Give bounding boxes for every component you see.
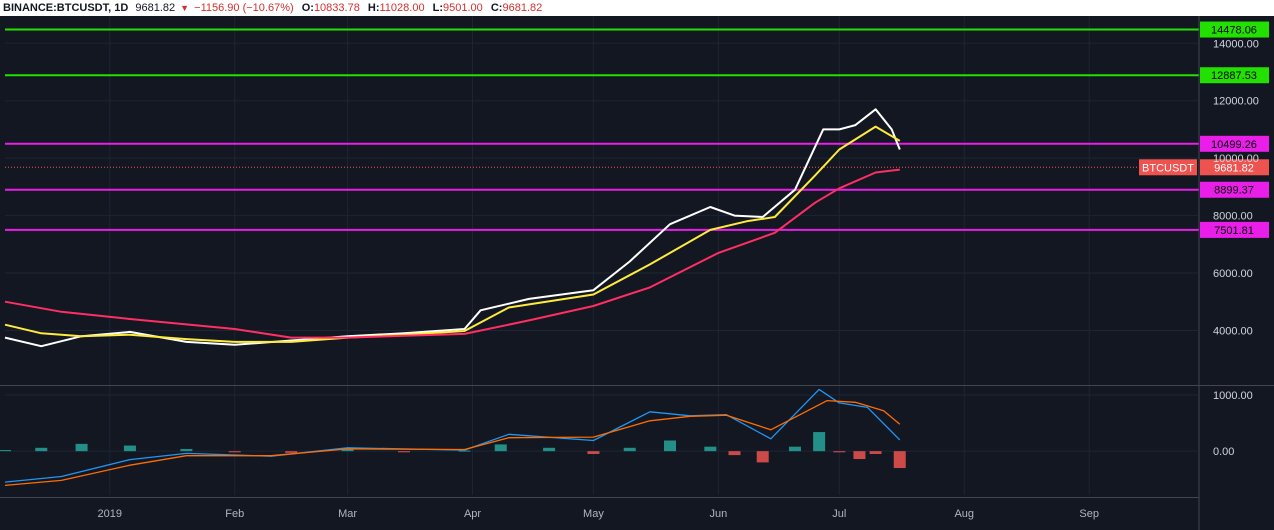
high-label: H: xyxy=(367,2,380,14)
x-tick-label: Apr xyxy=(464,508,481,520)
histogram-bar xyxy=(833,451,846,453)
histogram-bar xyxy=(853,451,866,460)
price-series-line[interactable] xyxy=(4,168,900,339)
low-label: L: xyxy=(432,2,444,14)
histogram-bar xyxy=(893,451,906,469)
histogram-bar xyxy=(664,440,677,452)
histogram-bar xyxy=(0,450,11,452)
axes: 2019 Feb Mar Apr May Jun Jul Aug Sep 14000.00 1200… xyxy=(0,16,1274,530)
grid xyxy=(5,16,1198,495)
histogram-bar xyxy=(704,446,717,452)
histogram-bar xyxy=(623,447,636,452)
level-price-tag xyxy=(1200,221,1269,238)
level-price-label: 12887.53 xyxy=(1211,70,1257,82)
y-tick-label: 6000.00 xyxy=(1213,268,1253,280)
histogram-bar xyxy=(285,451,298,453)
low-value: 9501.00 xyxy=(443,2,483,14)
level-price-label: 10499.26 xyxy=(1211,139,1257,151)
symbol-name[interactable]: BINANCE:BTCUSDT, 1D xyxy=(3,2,129,14)
histogram-bar xyxy=(494,444,507,452)
x-tick-label: 2019 xyxy=(98,508,122,520)
histogram-bar xyxy=(341,449,354,452)
high-value: 11028.00 xyxy=(379,2,425,14)
histogram-bar xyxy=(869,451,882,454)
histogram-bar xyxy=(35,447,48,452)
open-value: 10833.78 xyxy=(313,2,360,14)
level-price-label: 8899.37 xyxy=(1214,185,1254,197)
level-price-tag xyxy=(1200,181,1269,198)
x-tick-label: May xyxy=(583,508,604,520)
histogram-bar xyxy=(180,448,193,452)
y-tick-label: 0.00 xyxy=(1213,446,1234,458)
y-tick-label: 12000.00 xyxy=(1213,96,1259,108)
histogram-bar xyxy=(813,432,826,452)
price-series-line[interactable] xyxy=(4,108,901,348)
histogram-bar xyxy=(398,451,411,453)
y-tick-label: 14000.00 xyxy=(1213,38,1259,50)
x-tick-label: Jun xyxy=(710,508,728,520)
price-series-line[interactable] xyxy=(4,125,901,343)
histogram-bar xyxy=(728,451,741,456)
level-price-tag xyxy=(1200,21,1269,38)
x-tick-label: Sep xyxy=(1079,508,1099,520)
close-label: C: xyxy=(490,2,503,14)
level-price-tag xyxy=(1200,67,1269,84)
symbol-tag-label: BTCUSDT xyxy=(1142,162,1194,174)
open-label: O: xyxy=(301,2,314,14)
price-pane[interactable]: 14478.06 12887.53 10499.26 8899.37 7501.81 BT… xyxy=(4,21,1269,348)
x-tick-label: Mar xyxy=(338,508,357,520)
oscillator-line[interactable] xyxy=(4,388,901,483)
macd-pane[interactable] xyxy=(0,388,906,487)
y-tick-label: 8000.00 xyxy=(1213,211,1253,223)
close-value: 9681.82 xyxy=(502,2,543,14)
price-chart[interactable]: 14478.06 12887.53 10499.26 8899.37 7501.81 BT… xyxy=(0,16,1274,530)
symbol-tag xyxy=(1139,159,1197,176)
x-tick-label: Jul xyxy=(832,508,846,520)
last-price-label: 9681.82 xyxy=(1214,162,1254,174)
down-arrow-icon: ▼ xyxy=(180,3,190,13)
histogram-bar xyxy=(587,451,600,454)
histogram-bar xyxy=(543,447,556,452)
histogram-bar xyxy=(123,445,136,452)
x-tick-label: Feb xyxy=(225,508,244,520)
symbol-info-bar: BINANCE:BTCUSDT, 1D 9681.82 ▼ −1156.90 (… xyxy=(0,0,1274,16)
level-price-tag xyxy=(1200,135,1269,152)
y-tick-label: 10000.00 xyxy=(1213,153,1259,165)
price-change: −1156.90 (−10.67%) xyxy=(194,2,294,14)
histogram-bar xyxy=(756,451,769,463)
y-tick-label: 4000.00 xyxy=(1213,325,1253,337)
histogram-bar xyxy=(788,446,801,452)
histogram-bar xyxy=(228,451,241,453)
last-price: 9681.82 xyxy=(135,2,176,14)
y-tick-label: 1000.00 xyxy=(1213,390,1253,402)
last-price-tag xyxy=(1200,159,1269,176)
level-price-label: 7501.81 xyxy=(1214,225,1254,237)
level-price-label: 14478.06 xyxy=(1211,25,1257,37)
histogram-bar xyxy=(75,443,88,452)
oscillator-line[interactable] xyxy=(4,399,901,487)
histogram-bar xyxy=(458,450,471,452)
x-tick-label: Aug xyxy=(954,508,974,520)
